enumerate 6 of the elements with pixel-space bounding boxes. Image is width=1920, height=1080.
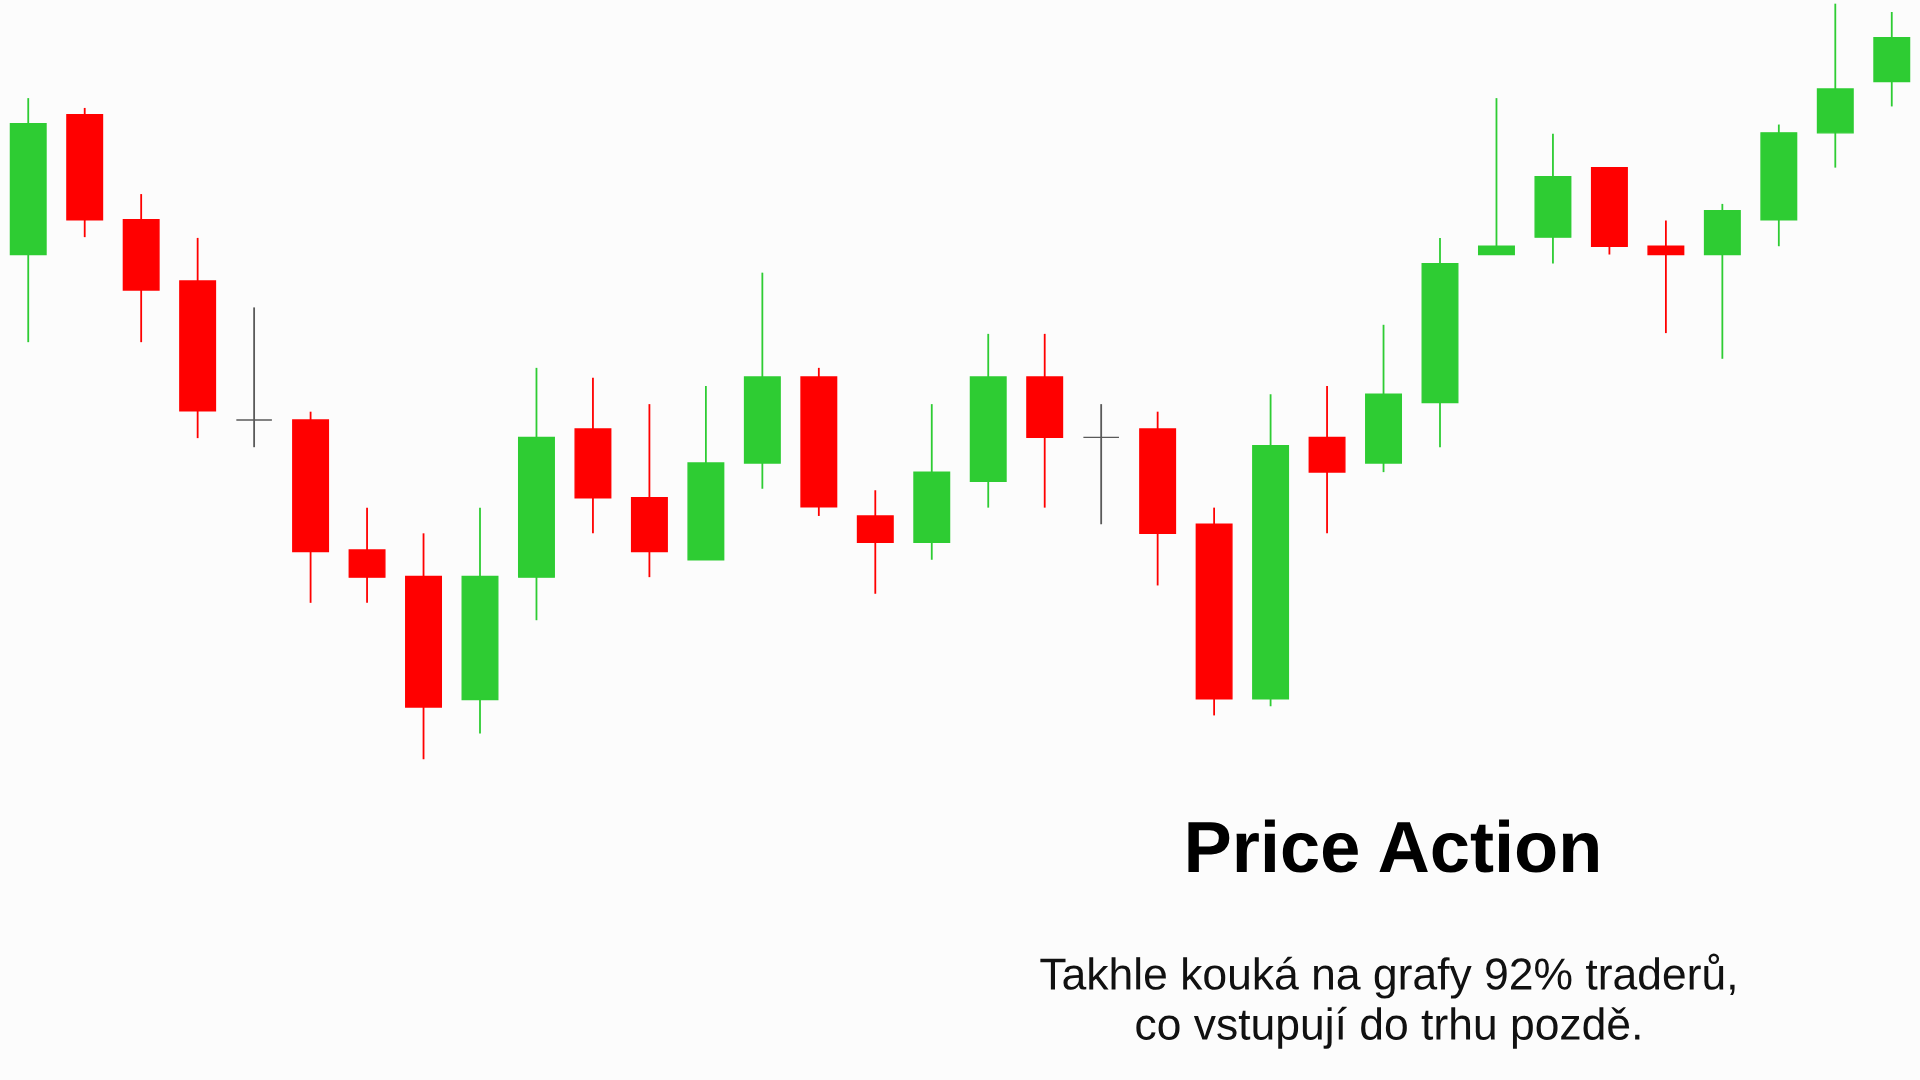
- candlestick: [235, 306, 273, 449]
- text: Takhle kouká na grafy 92% traderů, co vstupují do trhu pozdě.: [1040, 953, 1735, 1049]
- candlestick: [1647, 219, 1685, 335]
- text: Price Action: [1188, 819, 1598, 873]
- candlestick: [1082, 403, 1120, 526]
- candlestick: [1477, 97, 1515, 256]
